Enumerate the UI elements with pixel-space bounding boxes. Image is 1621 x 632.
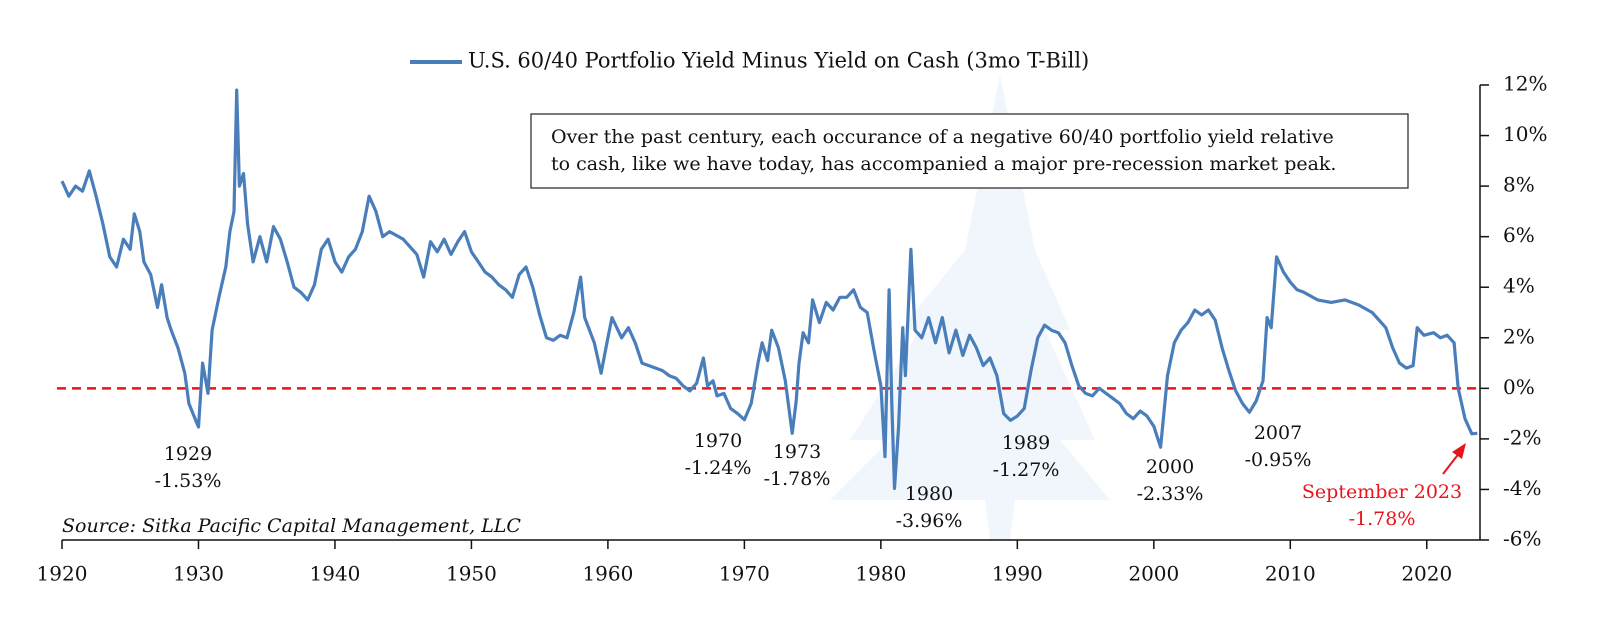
annotation: 1989 bbox=[1002, 432, 1050, 454]
series-line bbox=[60, 88, 1478, 490]
x-tick-label: 1950 bbox=[446, 562, 497, 586]
annotation: 2000 bbox=[1146, 456, 1194, 478]
y-tick-label: -4% bbox=[1503, 476, 1542, 500]
arrow-head bbox=[1452, 443, 1466, 459]
x-tick-label: 2020 bbox=[1401, 562, 1452, 586]
annotation: September 2023 bbox=[1302, 481, 1462, 503]
note-line: Over the past century, each occurance of… bbox=[551, 126, 1334, 148]
x-tick-label: 1990 bbox=[992, 562, 1043, 586]
x-tick-label: 2010 bbox=[1265, 562, 1316, 586]
note-line: to cash, like we have today, has accompa… bbox=[551, 153, 1336, 175]
y-tick-label: -2% bbox=[1503, 425, 1542, 449]
annotation: -1.53% bbox=[155, 470, 222, 492]
annotation-arrow bbox=[1442, 451, 1461, 475]
annotation: 2007 bbox=[1254, 422, 1302, 444]
x-tick-label: 1960 bbox=[582, 562, 633, 586]
y-tick-label: 4% bbox=[1503, 274, 1535, 298]
y-tick-label: 12% bbox=[1503, 72, 1547, 96]
y-tick-label: 10% bbox=[1503, 122, 1547, 146]
legend-label: U.S. 60/40 Portfolio Yield Minus Yield o… bbox=[468, 49, 1089, 73]
x-tick-label: 1930 bbox=[173, 562, 224, 586]
source: Source: Sitka Pacific Capital Management… bbox=[62, 515, 521, 537]
x-tick-label: 2000 bbox=[1128, 562, 1179, 586]
x-tick-label: 1940 bbox=[310, 562, 361, 586]
annotation: 1970 bbox=[694, 430, 742, 452]
y-tick-label: 2% bbox=[1503, 324, 1535, 348]
annotation: -0.95% bbox=[1245, 449, 1312, 471]
annotation: -1.78% bbox=[1349, 508, 1416, 530]
x-tick-label: 1920 bbox=[37, 562, 88, 586]
annotation: -1.78% bbox=[764, 468, 831, 490]
x-tick-label: 1980 bbox=[855, 562, 906, 586]
y-tick-label: 0% bbox=[1503, 375, 1535, 399]
y-tick-label: 8% bbox=[1503, 173, 1535, 197]
annotation: 1929 bbox=[164, 443, 212, 465]
annotation: -3.96% bbox=[896, 510, 963, 532]
note-box bbox=[530, 113, 1409, 189]
x-tick-label: 1970 bbox=[719, 562, 770, 586]
annotation: 1973 bbox=[773, 441, 821, 463]
y-tick-label: 6% bbox=[1503, 223, 1535, 247]
annotation: -1.24% bbox=[685, 457, 752, 479]
annotation: 1980 bbox=[905, 483, 953, 505]
y-tick-label: -6% bbox=[1503, 527, 1542, 551]
annotation: -2.33% bbox=[1137, 483, 1204, 505]
annotation: -1.27% bbox=[993, 459, 1060, 481]
